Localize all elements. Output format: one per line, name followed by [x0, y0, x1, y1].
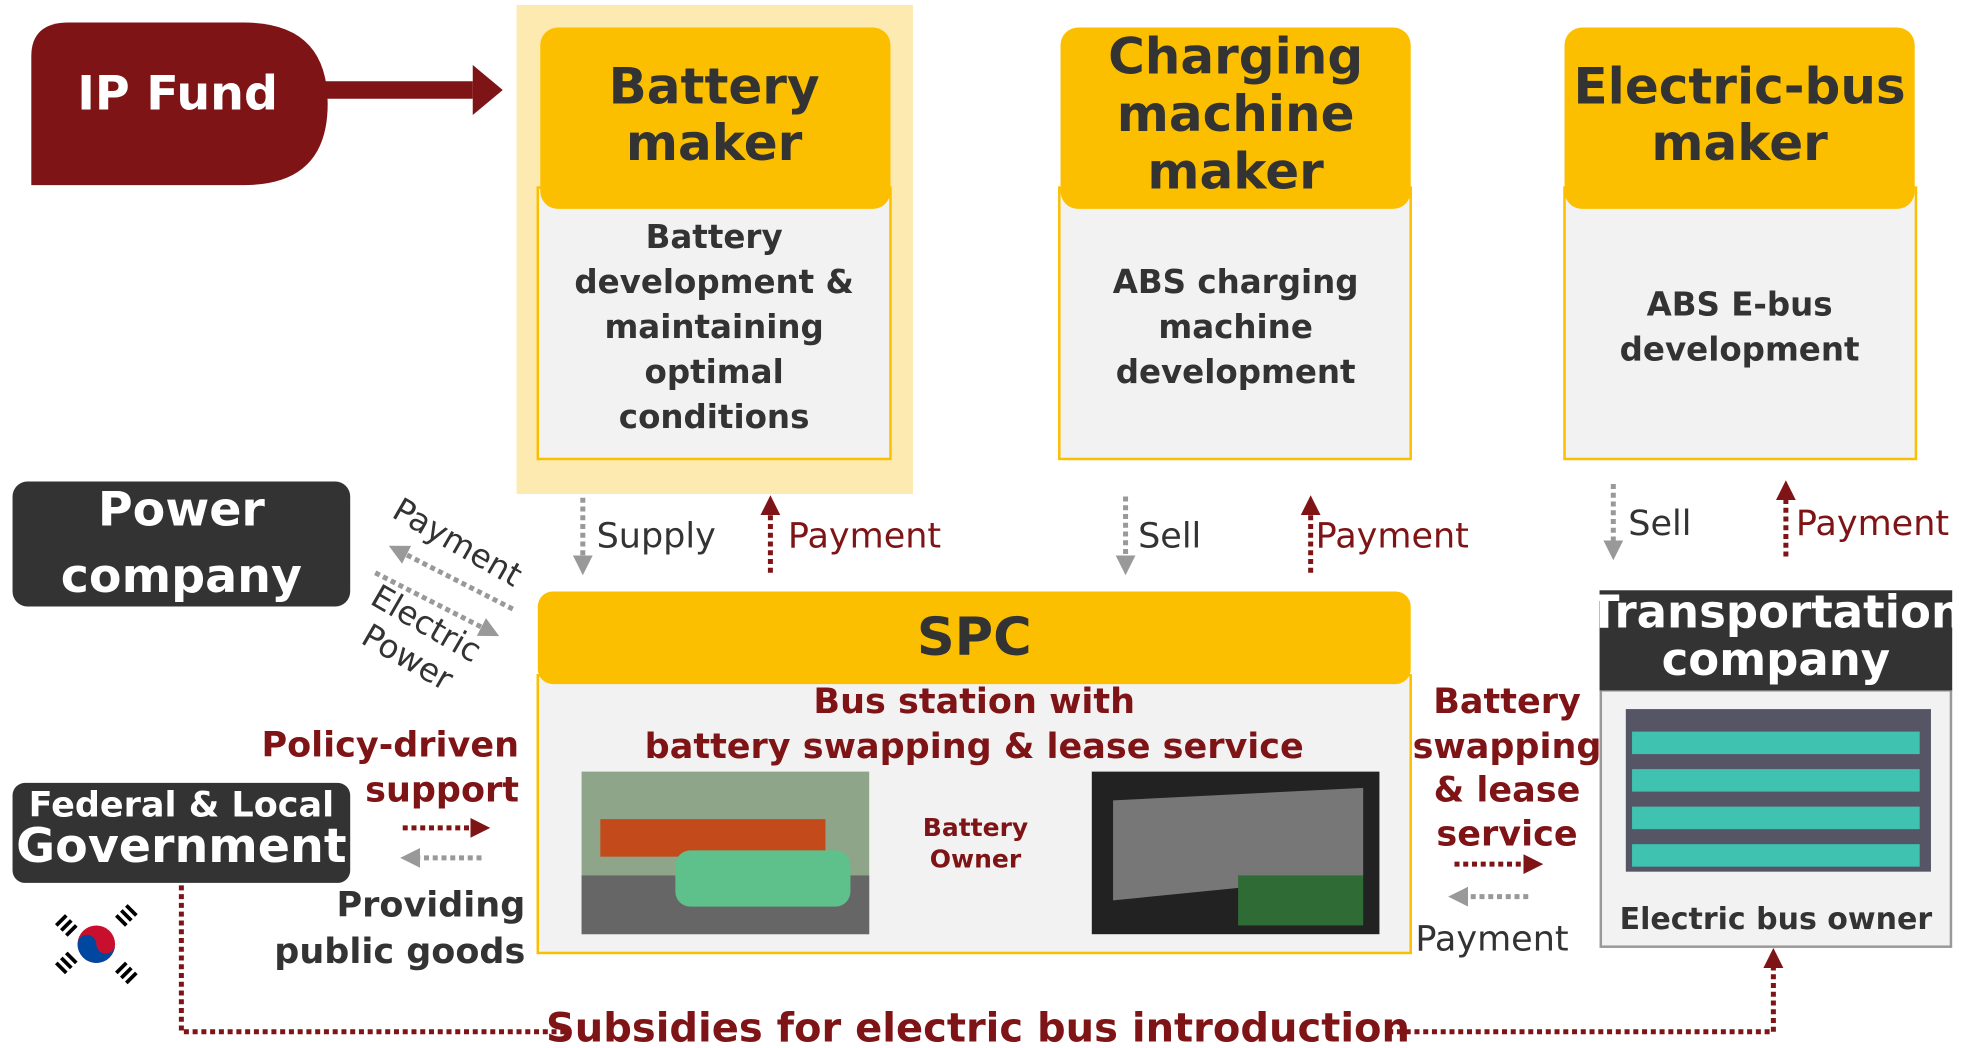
maker-title: maker: [1651, 114, 1828, 172]
battery-owner: Owner: [930, 844, 1022, 873]
maker-desc: maintaining: [604, 308, 823, 346]
bus-owner: Electric bus owner: [1620, 902, 1933, 937]
service-label: swapping: [1413, 727, 1602, 767]
maker-title: maker: [1147, 143, 1324, 201]
power-title: company: [61, 549, 302, 604]
arrow-label: Sell: [1628, 504, 1691, 544]
arrow-label: Payment: [1796, 504, 1949, 544]
arrow-label: Sell: [1138, 517, 1201, 557]
goods-label: Providing: [336, 886, 525, 926]
spc-subtitle: Bus station with: [813, 682, 1135, 722]
arrow-label: Supply: [597, 517, 716, 557]
maker-title: Charging: [1108, 28, 1363, 86]
maker-desc: development: [1116, 353, 1356, 391]
spc-title: SPC: [917, 607, 1032, 668]
gov-title: Government: [16, 819, 346, 874]
arrow-label: Payment: [788, 517, 941, 557]
arrow-label: Payment: [1316, 517, 1469, 557]
spc-subtitle: battery swapping & lease service: [645, 727, 1304, 767]
battery-owner: Battery: [923, 813, 1028, 842]
maker-desc: ABS charging: [1113, 263, 1359, 301]
ip-fund: IP Fund: [77, 66, 278, 121]
subsidies: Subsidies for electric bus introduction: [546, 1005, 1410, 1048]
layout: [12, 5, 1953, 1035]
maker-desc: development: [1620, 330, 1860, 368]
transport-title: company: [1662, 633, 1891, 686]
maker-desc: optimal: [645, 353, 784, 391]
payment-label: Payment: [1415, 919, 1568, 959]
support-label: support: [365, 771, 519, 811]
service-label: & lease: [1434, 771, 1581, 811]
transport-title: Transportation: [1589, 585, 1961, 638]
support-label: Policy-driven: [261, 726, 519, 766]
maker-title: Electric-bus: [1574, 58, 1906, 116]
maker-desc: ABS E-bus: [1647, 285, 1833, 323]
maker-title: Battery: [609, 58, 820, 116]
maker-desc: development &: [574, 263, 854, 301]
service-label: Battery: [1433, 682, 1581, 722]
maker-desc: conditions: [619, 398, 810, 436]
maker-desc: Battery: [646, 218, 783, 256]
maker-title: machine: [1117, 85, 1355, 143]
gov-title: Federal & Local: [29, 786, 334, 826]
power-title: Power: [98, 483, 266, 538]
goods-label: public goods: [274, 932, 525, 972]
service-label: service: [1436, 814, 1577, 854]
maker-title: maker: [626, 114, 803, 172]
maker-desc: machine: [1158, 308, 1313, 346]
